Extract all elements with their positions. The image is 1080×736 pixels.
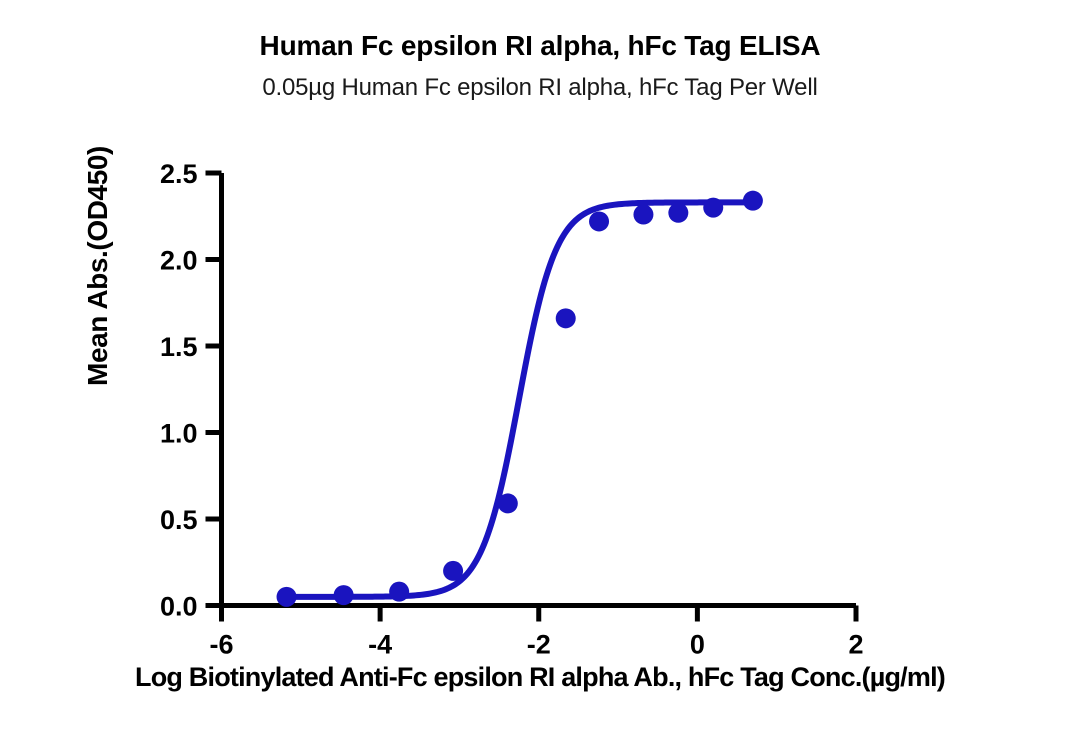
chart-subtitle: 0.05µg Human Fc epsilon RI alpha, hFc Ta… [262,74,818,101]
data-point [742,190,763,211]
data-point [389,581,410,602]
data-point [443,560,464,581]
x-tick-label: -6 [209,630,233,660]
x-tick-label: -4 [368,630,392,660]
data-point [555,308,576,329]
x-tick-label: 2 [848,630,863,660]
y-axis-tick-labels: 0.0 0.5 1.0 1.5 2.0 2.5 [160,159,198,622]
data-point [668,202,689,223]
x-axis-label: Log Biotinylated Anti-Fc epsilon RI alph… [135,662,946,692]
x-tick-label: 0 [690,630,705,660]
data-point [276,586,297,607]
y-axis-label: Mean Abs.(OD450) [82,146,113,386]
x-axis-tick-labels: -6 -4 -2 0 2 [209,630,863,660]
data-points [276,190,763,607]
x-axis-ticks [219,605,859,622]
x-tick-label: -2 [527,630,551,660]
y-tick-label: 0.5 [160,505,198,535]
chart-title: Human Fc epsilon RI alpha, hFc Tag ELISA [259,30,821,61]
y-tick-label: 1.5 [160,332,198,362]
sigmoid-fit-curve [283,199,756,600]
y-tick-label: 2.5 [160,159,198,189]
data-point [703,197,724,218]
axes [219,173,856,608]
y-axis-ticks [205,170,222,608]
data-point [633,204,654,225]
y-tick-label: 0.0 [160,592,198,622]
y-tick-label: 2.0 [160,246,198,276]
y-tick-label: 1.0 [160,419,198,449]
data-point [497,493,518,514]
data-point [333,585,354,606]
data-point [589,211,610,232]
